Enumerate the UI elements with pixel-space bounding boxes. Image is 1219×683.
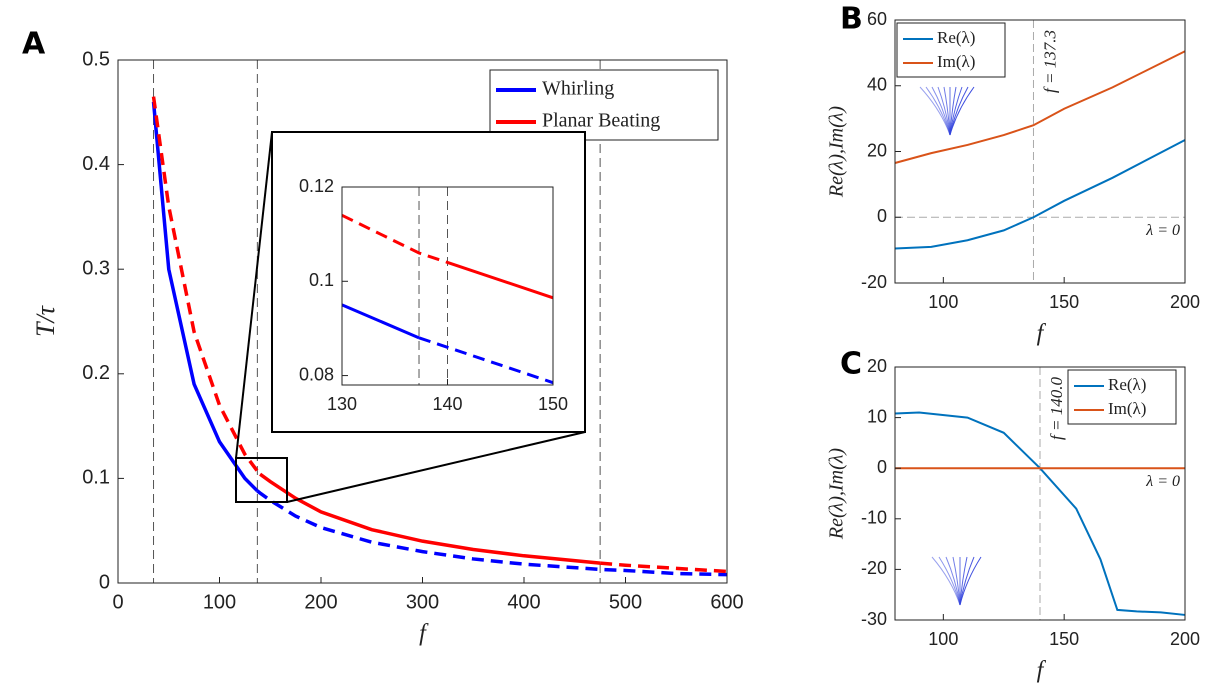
x-tick-label: 200: [1170, 629, 1200, 649]
x-tick-label: 100: [928, 629, 958, 649]
y-tick-label: 0: [99, 571, 110, 593]
x-tick-label: 150: [538, 394, 568, 414]
x-tick-label: 100: [203, 591, 236, 613]
legend-box: [1067, 369, 1177, 425]
y-tick-label: 60: [867, 9, 887, 29]
x-tick-label: 600: [710, 591, 743, 613]
y-tick-label: 10: [867, 406, 887, 426]
series-line: [447, 261, 554, 300]
y-tick-label: 0.2: [82, 362, 110, 384]
annotation: λ = 0: [1145, 473, 1180, 490]
annotation: λ = 0: [1145, 222, 1180, 239]
y-tick-label: -20: [861, 558, 887, 578]
panel-label: B: [840, 2, 863, 37]
panel-label: C: [840, 347, 862, 382]
x-tick-label: 200: [304, 591, 337, 613]
x-tick-label: 300: [406, 591, 439, 613]
y-axis-label: Re(λ),Im(λ): [826, 448, 848, 541]
series-line: [151, 101, 259, 493]
legend-label: Whirling: [542, 78, 614, 100]
x-tick-label: 200: [1170, 292, 1200, 312]
series-line: [894, 139, 1186, 250]
zoom-connector: [235, 131, 273, 459]
series-line: [894, 411, 1186, 616]
y-axis-label: Re(λ),Im(λ): [826, 106, 848, 199]
legend-label: Im(λ): [1108, 399, 1146, 418]
x-tick-label: 150: [1049, 292, 1079, 312]
y-tick-label: -20: [861, 272, 887, 292]
y-tick-label: 0: [877, 457, 887, 477]
legend-label: Re(λ): [1108, 375, 1146, 394]
y-tick-label: 0.1: [82, 467, 110, 489]
x-tick-label: 100: [928, 292, 958, 312]
legend-label: Im(λ): [937, 52, 975, 71]
x-tick-label: 0: [112, 591, 123, 613]
y-tick-label: 0.12: [299, 176, 334, 196]
y-tick-label: -30: [861, 609, 887, 629]
y-tick-label: 20: [867, 140, 887, 160]
x-axis-label: f: [1037, 321, 1047, 347]
series-line: [418, 336, 554, 385]
y-tick-label: 0.5: [82, 48, 110, 70]
series-line: [341, 213, 448, 264]
legend-box: [896, 22, 1006, 78]
y-tick-label: 0: [877, 206, 887, 226]
series-line: [599, 561, 728, 574]
legend-label: Re(λ): [937, 28, 975, 47]
y-tick-label: 0.3: [82, 257, 110, 279]
x-tick-label: 140: [432, 394, 462, 414]
axes-frame: [894, 366, 1186, 621]
y-tick-label: 20: [867, 356, 887, 376]
x-axis-label: f: [1037, 658, 1047, 683]
series-line: [259, 472, 601, 565]
x-tick-label: 150: [1049, 629, 1079, 649]
y-tick-label: 0.4: [82, 153, 110, 175]
y-tick-label: 0.1: [309, 270, 334, 290]
series-line: [341, 303, 420, 340]
annotation: f = 140.0: [1047, 377, 1066, 440]
x-tick-label: 400: [507, 591, 540, 613]
annotation: f = 137.3: [1040, 30, 1059, 93]
zoom-box: [235, 457, 288, 503]
y-tick-label: -10: [861, 508, 887, 528]
panel-label: A: [22, 27, 46, 62]
zoom-connector: [286, 431, 586, 503]
legend-label: Planar Beating: [542, 110, 660, 132]
x-tick-label: 130: [327, 394, 357, 414]
series-line: [256, 489, 728, 577]
y-axis-label: T/τ: [31, 304, 60, 337]
legend-box: [489, 69, 719, 141]
y-tick-label: 40: [867, 75, 887, 95]
x-tick-label: 500: [609, 591, 642, 613]
x-axis-label: f: [419, 621, 429, 647]
filament-icon: [949, 86, 975, 136]
filament-icon: [959, 556, 982, 606]
y-tick-label: 0.08: [299, 364, 334, 384]
series-line: [894, 50, 1186, 164]
